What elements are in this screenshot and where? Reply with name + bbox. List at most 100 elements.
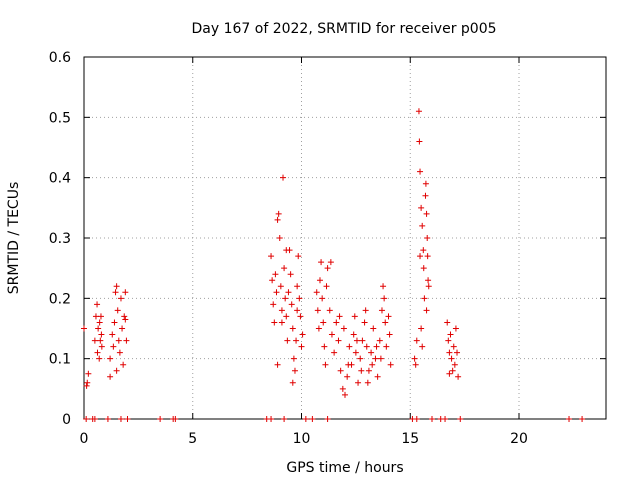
data-point: [91, 416, 98, 422]
data-point: [345, 361, 352, 368]
data-point: [84, 379, 91, 386]
data-point: [457, 416, 464, 422]
data-point: [419, 222, 426, 229]
data-point: [422, 180, 429, 187]
data-point: [386, 331, 393, 338]
data-point: [365, 367, 372, 374]
data-point: [314, 307, 321, 314]
x-tick-label: 0: [80, 431, 89, 447]
data-point: [283, 247, 290, 254]
data-point: [357, 355, 364, 362]
data-point: [324, 265, 331, 272]
data-point: [121, 313, 128, 320]
data-point: [272, 271, 279, 278]
data-point: [94, 349, 101, 356]
data-point: [112, 289, 119, 296]
data-point: [109, 331, 116, 338]
data-point: [83, 416, 90, 422]
data-point: [450, 343, 457, 350]
x-tick-label: 20: [510, 431, 528, 447]
data-point: [96, 319, 103, 326]
data-point: [278, 307, 285, 314]
data-point: [124, 416, 131, 422]
data-point: [446, 349, 453, 356]
data-point: [294, 307, 301, 314]
data-point: [346, 343, 353, 350]
data-point: [281, 265, 288, 272]
data-point: [285, 289, 292, 296]
data-point: [339, 385, 346, 392]
data-point: [369, 361, 376, 368]
y-axis-label: SRMTID / TECUs: [6, 182, 22, 295]
data-point: [117, 416, 124, 422]
data-point: [97, 337, 104, 344]
data-point: [327, 259, 334, 266]
data-point: [424, 253, 431, 260]
data-point: [416, 138, 423, 145]
data-point: [385, 313, 392, 320]
data-point: [420, 265, 427, 272]
data-point: [337, 367, 344, 374]
data-point: [119, 325, 126, 332]
data-point: [113, 283, 120, 290]
data-point: [294, 283, 301, 290]
data-point: [316, 277, 323, 284]
data-point: [289, 325, 296, 332]
data-point: [422, 192, 429, 199]
data-point: [418, 325, 425, 332]
data-point: [291, 367, 298, 374]
data-point: [319, 295, 326, 302]
data-point: [362, 307, 369, 314]
data-point: [424, 235, 431, 241]
data-point: [268, 253, 275, 260]
data-point: [374, 373, 381, 380]
data-point: [97, 313, 104, 320]
data-point: [111, 319, 118, 326]
data-point: [376, 337, 383, 344]
y-tick-label: 0.2: [49, 291, 71, 307]
data-point: [413, 337, 420, 344]
data-point: [282, 295, 289, 302]
data-point: [289, 379, 296, 386]
y-tick-label: 0: [62, 412, 71, 428]
data-point: [83, 382, 90, 389]
x-axis: 0 5 10 15 20: [80, 57, 528, 447]
data-point: [352, 349, 359, 356]
data-point: [117, 295, 124, 302]
x-axis-label: GPS time / hours: [286, 460, 403, 476]
data-point: [579, 416, 586, 422]
data-point: [452, 325, 459, 332]
data-point: [297, 313, 304, 320]
data-point: [454, 349, 461, 356]
data-point: [110, 343, 117, 350]
data-point: [421, 295, 428, 302]
data-point: [92, 313, 99, 320]
data-point: [104, 416, 111, 422]
data-point: [444, 319, 451, 326]
data-point: [284, 337, 291, 344]
data-point: [274, 361, 281, 368]
data-point: [350, 331, 357, 338]
data-point: [295, 253, 302, 260]
data-point: [318, 259, 325, 266]
data-point: [382, 319, 389, 326]
data-point: [280, 174, 287, 181]
data-point: [95, 325, 102, 332]
data-point: [331, 349, 338, 356]
data-point: [368, 349, 375, 356]
data-point: [411, 355, 418, 362]
data-point: [344, 373, 351, 380]
data-point: [107, 373, 114, 380]
data-point: [445, 337, 452, 344]
data-point: [442, 416, 449, 422]
data-point: [423, 307, 430, 314]
data-point: [81, 325, 87, 332]
data-point: [114, 307, 121, 314]
data-point: [333, 319, 340, 326]
data-point: [412, 361, 419, 368]
data-point: [423, 210, 430, 217]
data-point: [278, 319, 285, 326]
data-point: [94, 301, 101, 308]
data-point: [298, 343, 305, 350]
